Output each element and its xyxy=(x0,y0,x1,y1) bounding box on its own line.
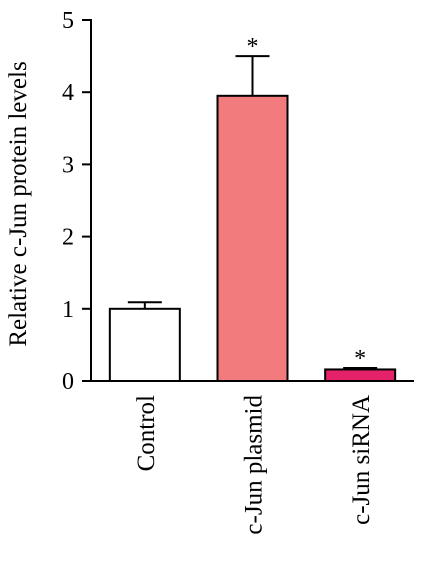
y-axis-title: Relative c-Jun protein levels xyxy=(5,61,32,346)
y-tick-label: 4 xyxy=(62,80,74,106)
significance-marker: * xyxy=(247,34,259,60)
x-category-label: Control xyxy=(133,395,160,471)
bar-2 xyxy=(324,368,397,382)
x-category-label: c-Jun plasmid xyxy=(241,395,268,535)
y-tick-label: 3 xyxy=(62,152,74,178)
bars: Control * c-Jun plasmid * c-Jun siRNA xyxy=(108,34,397,535)
bar-1 xyxy=(216,94,289,382)
x-category-label: c-Jun siRNA xyxy=(348,395,375,525)
significance-marker: * xyxy=(354,346,366,372)
y-tick-label: 2 xyxy=(62,225,74,251)
y-tick-label: 1 xyxy=(62,297,74,323)
bar-0 xyxy=(108,307,181,382)
y-tick-label: 0 xyxy=(62,369,74,395)
y-tick-label: 5 xyxy=(62,8,74,34)
